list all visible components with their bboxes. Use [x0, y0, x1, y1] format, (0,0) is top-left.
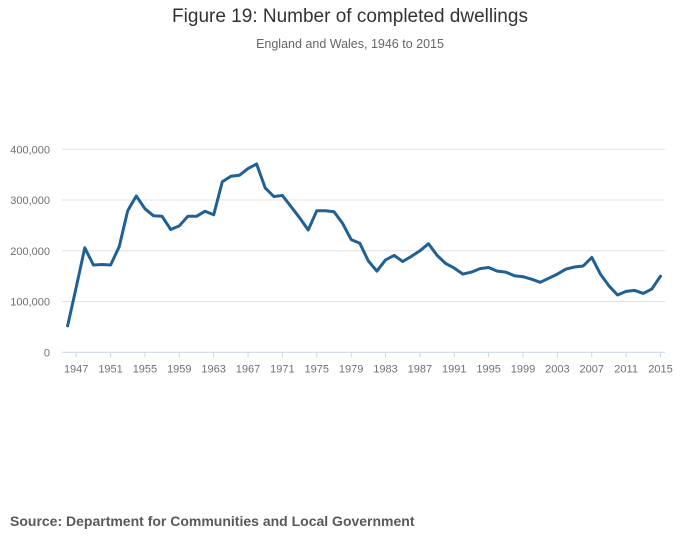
- x-tick-label: 1959: [167, 363, 191, 375]
- chart-title: Figure 19: Number of completed dwellings: [172, 6, 528, 27]
- x-tick-label: 1955: [133, 363, 157, 375]
- series-line: [66, 162, 662, 328]
- x-tick-label: 2015: [648, 363, 672, 375]
- x-tick-label: 2003: [545, 363, 569, 375]
- x-tick-label: 1995: [476, 363, 500, 375]
- chart-subtitle: England and Wales, 1946 to 2015: [256, 37, 444, 51]
- x-tick-label: 1979: [339, 363, 363, 375]
- y-tick-label: 0: [44, 347, 50, 359]
- x-tick-label: 1987: [408, 363, 432, 375]
- x-tick-label: 2011: [614, 363, 638, 375]
- x-tick-label: 1999: [511, 363, 535, 375]
- x-tick-label: 2007: [580, 363, 604, 375]
- y-tick-label: 100,000: [10, 297, 50, 309]
- y-tick-label: 400,000: [10, 144, 50, 156]
- x-tick-label: 1983: [373, 363, 397, 375]
- x-tick-label: 1967: [236, 363, 260, 375]
- y-tick-label: 200,000: [10, 246, 50, 258]
- x-tick-label: 1975: [305, 363, 329, 375]
- x-tick-label: 1947: [64, 363, 88, 375]
- x-tick-label: 1951: [98, 363, 122, 375]
- x-tick-label: 1971: [270, 363, 294, 375]
- x-tick-label: 1991: [442, 363, 466, 375]
- x-tick-label: 1963: [201, 363, 225, 375]
- source-note: Source: Department for Communities and L…: [10, 513, 415, 529]
- y-tick-label: 300,000: [10, 195, 50, 207]
